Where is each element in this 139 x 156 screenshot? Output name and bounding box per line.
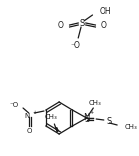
Text: O: O <box>27 128 32 134</box>
Text: OH: OH <box>99 7 111 15</box>
Text: CH₃: CH₃ <box>125 124 138 130</box>
Text: N: N <box>83 112 90 122</box>
Text: S: S <box>85 115 90 124</box>
Text: +: + <box>33 110 37 115</box>
Text: ⁻O: ⁻O <box>70 41 80 51</box>
Text: S: S <box>107 117 112 125</box>
Text: CH₃: CH₃ <box>89 100 102 106</box>
Text: S: S <box>79 19 85 27</box>
Text: ⁻O: ⁻O <box>9 102 18 108</box>
Text: O: O <box>58 22 64 31</box>
Text: O: O <box>101 22 107 31</box>
Text: CH₃: CH₃ <box>44 114 57 120</box>
Text: N: N <box>24 113 30 119</box>
Text: +: + <box>89 110 94 115</box>
